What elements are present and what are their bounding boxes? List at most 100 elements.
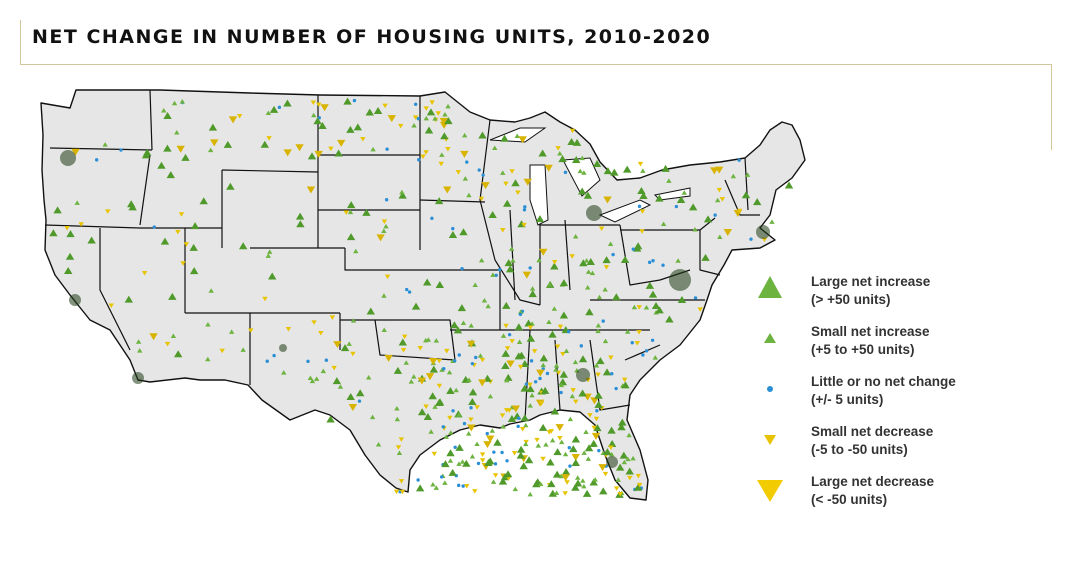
map-marker bbox=[620, 255, 630, 263]
map-marker bbox=[219, 348, 225, 354]
map-marker bbox=[529, 359, 534, 363]
map-marker bbox=[730, 173, 737, 179]
map-marker bbox=[540, 386, 550, 394]
map-marker bbox=[329, 315, 336, 320]
map-marker bbox=[189, 267, 199, 275]
map-marker bbox=[579, 344, 583, 348]
map-marker bbox=[527, 325, 534, 330]
map-marker bbox=[435, 280, 445, 288]
map-marker bbox=[430, 216, 434, 221]
map-marker bbox=[640, 168, 646, 173]
map-marker bbox=[445, 103, 451, 109]
map-marker bbox=[477, 353, 484, 358]
map-marker bbox=[450, 321, 459, 329]
map-marker bbox=[716, 187, 723, 193]
map-marker bbox=[701, 253, 710, 261]
map-marker bbox=[316, 102, 322, 107]
map-marker bbox=[650, 338, 655, 342]
map-marker bbox=[661, 164, 670, 172]
map-marker bbox=[630, 455, 636, 461]
map-marker bbox=[749, 237, 753, 241]
small-down-triangle-icon bbox=[764, 435, 776, 445]
map-marker bbox=[53, 206, 62, 214]
map-marker bbox=[520, 414, 530, 422]
map-marker bbox=[504, 259, 513, 267]
map-marker bbox=[470, 361, 475, 366]
map-marker bbox=[713, 213, 717, 217]
map-marker bbox=[551, 306, 558, 311]
map-marker bbox=[295, 144, 304, 152]
map-marker bbox=[632, 244, 642, 252]
map-marker bbox=[457, 483, 461, 488]
map-marker bbox=[441, 425, 445, 429]
map-marker bbox=[152, 225, 156, 229]
map-marker bbox=[66, 230, 75, 238]
map-marker bbox=[205, 356, 211, 362]
map-marker bbox=[472, 282, 478, 288]
map-marker bbox=[546, 282, 553, 287]
map-marker bbox=[87, 236, 96, 244]
map-marker bbox=[546, 430, 552, 435]
map-marker bbox=[440, 132, 449, 140]
map-marker bbox=[135, 339, 142, 344]
map-marker bbox=[591, 432, 601, 440]
map-marker bbox=[451, 226, 455, 231]
map-marker bbox=[546, 458, 555, 466]
map-marker bbox=[545, 371, 550, 376]
map-marker bbox=[465, 160, 469, 164]
map-marker bbox=[655, 194, 664, 202]
map-marker bbox=[459, 228, 468, 236]
map-marker bbox=[466, 340, 476, 348]
map-marker bbox=[617, 423, 626, 431]
map-marker bbox=[74, 200, 80, 205]
map-marker bbox=[444, 348, 450, 354]
map-marker bbox=[577, 168, 583, 174]
map-marker bbox=[608, 445, 614, 450]
map-marker bbox=[478, 196, 485, 202]
map-marker bbox=[137, 348, 143, 353]
map-marker bbox=[429, 100, 435, 105]
map-marker bbox=[456, 412, 462, 417]
legend-range: (-5 to -50 units) bbox=[811, 442, 908, 457]
map-marker bbox=[585, 285, 591, 290]
map-marker bbox=[488, 211, 497, 219]
map-marker bbox=[558, 155, 567, 163]
map-marker bbox=[468, 323, 474, 328]
map-marker bbox=[677, 296, 687, 304]
map-marker bbox=[489, 428, 496, 433]
map-marker bbox=[635, 473, 642, 479]
map-marker bbox=[555, 424, 564, 432]
map-marker bbox=[524, 382, 529, 386]
map-marker bbox=[554, 344, 561, 350]
map-marker bbox=[149, 333, 158, 341]
map-marker bbox=[509, 169, 515, 174]
map-marker bbox=[540, 362, 546, 368]
map-marker bbox=[415, 484, 425, 492]
map-marker bbox=[447, 415, 453, 421]
map-marker bbox=[462, 459, 471, 467]
map-marker bbox=[166, 171, 175, 179]
map-marker bbox=[559, 279, 569, 287]
map-marker bbox=[602, 256, 611, 264]
map-marker bbox=[226, 182, 235, 190]
map-marker bbox=[176, 145, 185, 153]
map-marker bbox=[428, 358, 438, 366]
map-marker bbox=[446, 386, 455, 394]
map-marker bbox=[514, 133, 520, 138]
map-marker bbox=[627, 475, 633, 481]
map-marker bbox=[637, 161, 644, 167]
map-marker bbox=[570, 388, 576, 393]
map-marker bbox=[602, 368, 612, 376]
map-marker bbox=[428, 429, 434, 434]
map-marker bbox=[535, 443, 542, 448]
map-marker bbox=[417, 377, 427, 385]
map-marker bbox=[180, 261, 186, 266]
map-marker bbox=[324, 358, 329, 362]
map-marker bbox=[523, 439, 529, 445]
map-marker bbox=[268, 272, 277, 280]
map-marker bbox=[563, 170, 568, 175]
map-marker bbox=[346, 125, 355, 133]
map-marker bbox=[444, 117, 453, 125]
map-marker bbox=[334, 149, 343, 157]
map-marker bbox=[527, 382, 533, 388]
